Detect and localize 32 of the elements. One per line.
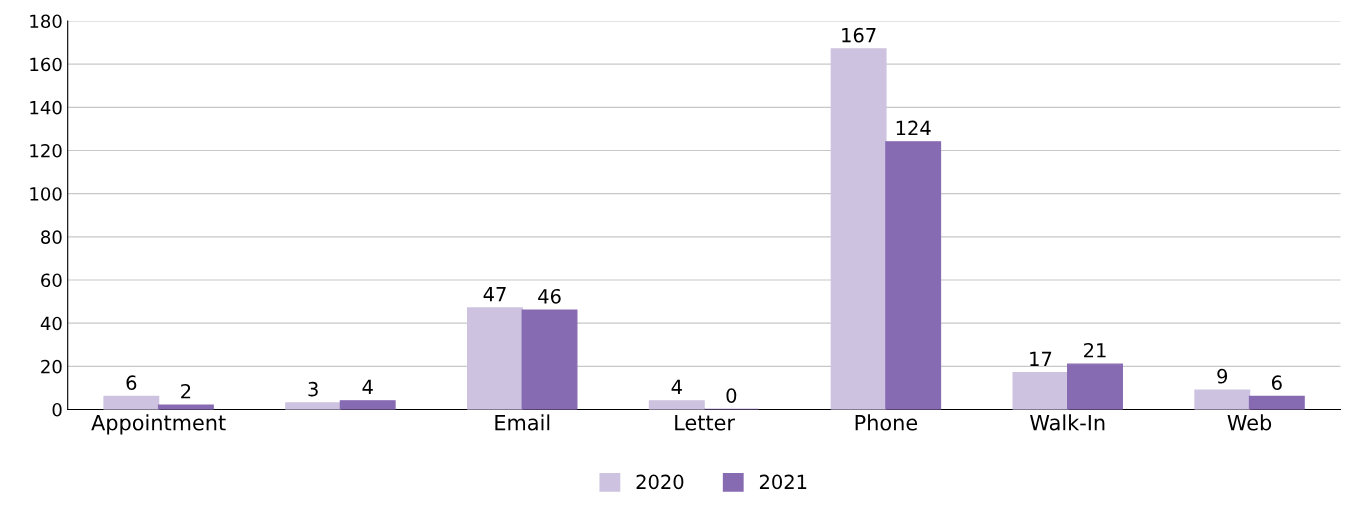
data-label: 9 xyxy=(1217,368,1228,384)
legend-label: 2020 xyxy=(636,474,684,490)
data-label: 6 xyxy=(1271,375,1282,390)
data-label: 21 xyxy=(1084,342,1106,358)
y-tick-label: 140 xyxy=(30,100,62,115)
data-label: 4 xyxy=(671,379,682,395)
data-label: 167 xyxy=(842,27,876,43)
data-label: 0 xyxy=(726,388,737,403)
y-tick-label: 40 xyxy=(40,316,62,331)
x-tick-label: Email xyxy=(495,414,550,431)
data-label: 4 xyxy=(362,379,373,395)
y-tick-label: 0 xyxy=(52,402,62,417)
data-label: 2 xyxy=(181,383,191,399)
y-tick-label: 180 xyxy=(30,14,62,29)
data-label: 124 xyxy=(896,120,931,136)
y-tick-label: 100 xyxy=(30,187,62,201)
y-tick-label: 160 xyxy=(30,57,62,72)
x-tick-label: Appointment xyxy=(91,414,226,435)
data-label: 17 xyxy=(1030,351,1052,366)
x-tick-label: Letter xyxy=(675,415,735,431)
data-label: 3 xyxy=(308,381,318,397)
y-tick-label: 120 xyxy=(30,143,62,158)
legend-label: 2021 xyxy=(759,474,807,490)
x-tick-label: Walk-In xyxy=(1030,414,1105,431)
y-tick-label: 60 xyxy=(41,273,62,288)
y-tick-label: 20 xyxy=(41,359,62,374)
x-tick-label: Phone xyxy=(855,414,918,431)
x-tick-label: Web xyxy=(1227,414,1272,431)
data-label: 47 xyxy=(483,287,506,302)
data-label: 46 xyxy=(538,288,561,304)
y-tick-label: 80 xyxy=(41,230,62,244)
data-label: 6 xyxy=(126,375,137,390)
